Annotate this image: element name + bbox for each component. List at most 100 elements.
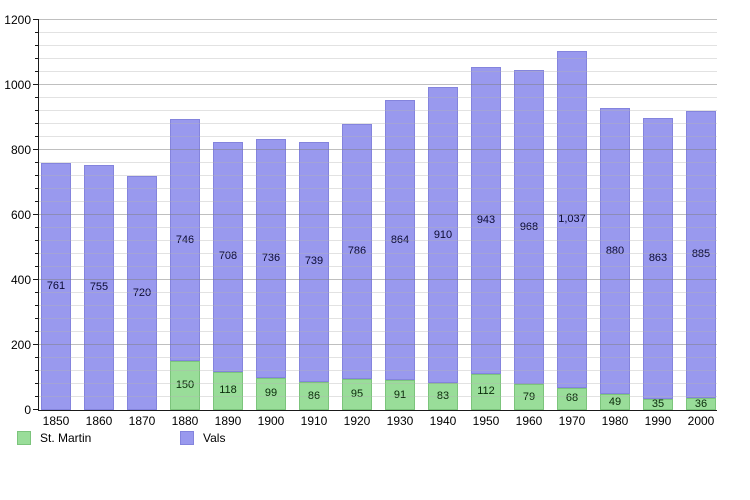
bar-value-label: 86 — [307, 389, 321, 402]
bar-segment-vals-2000: 885 — [686, 110, 716, 399]
x-axis-label-1900: 1900 — [257, 414, 285, 428]
bar-value-label: 91 — [393, 388, 407, 401]
x-axis-label-1980: 1980 — [601, 414, 629, 428]
bar-value-label: 68 — [565, 392, 579, 405]
minor-gridline — [39, 97, 717, 98]
minor-gridline — [39, 45, 717, 46]
bar-value-label: 910 — [433, 228, 453, 241]
bar-value-label: 761 — [46, 279, 66, 292]
minor-tick — [35, 266, 39, 267]
bar-value-label: 739 — [304, 255, 324, 268]
minor-gridline — [39, 71, 717, 72]
minor-tick — [35, 305, 39, 306]
bar-segment-st-martin-1930: 91 — [385, 380, 415, 410]
y-axis-line — [38, 20, 39, 410]
bar-value-label: 755 — [89, 280, 109, 293]
bar-segment-st-martin-1880: 150 — [170, 361, 200, 410]
bar-segment-st-martin-1920: 95 — [342, 379, 372, 410]
major-tick — [33, 19, 39, 20]
bar-value-label: 118 — [219, 384, 237, 397]
bar-segment-st-martin-1960: 79 — [514, 384, 544, 410]
bar-value-label: 36 — [694, 397, 708, 410]
bar-segment-st-martin-1890: 118 — [213, 371, 243, 410]
minor-tick — [35, 227, 39, 228]
bar-segment-vals-1870: 720 — [127, 176, 157, 410]
bar-segment-st-martin-1910: 86 — [299, 382, 329, 410]
minor-tick — [35, 71, 39, 72]
minor-tick — [35, 396, 39, 397]
y-axis-label: 200 — [10, 338, 31, 352]
bar-value-label: 746 — [175, 233, 195, 246]
minor-tick — [35, 97, 39, 98]
x-axis-label-1940: 1940 — [429, 414, 457, 428]
x-axis-label-1990: 1990 — [644, 414, 672, 428]
y-axis-label: 400 — [10, 273, 31, 287]
minor-gridline — [39, 32, 717, 33]
bar-value-label: 864 — [390, 233, 410, 246]
x-axis-label-1880: 1880 — [171, 414, 199, 428]
bar-value-label: 943 — [476, 213, 496, 226]
minor-tick — [35, 318, 39, 319]
bar-value-label: 880 — [605, 244, 625, 257]
bar-value-label: 83 — [436, 390, 450, 403]
bar-value-label: 150 — [175, 379, 195, 392]
bar-segment-vals-1970: 1,037 — [557, 50, 587, 388]
bar-value-label: 885 — [691, 248, 711, 260]
x-axis-label-1860: 1860 — [85, 414, 113, 428]
x-axis-label-1850: 1850 — [42, 414, 70, 428]
bar-value-label: 99 — [264, 387, 278, 400]
minor-tick — [35, 383, 39, 384]
bar-segment-vals-1990: 863 — [643, 118, 673, 399]
bar-segment-st-martin-1980: 49 — [600, 394, 630, 410]
bar-segment-vals-1880: 746 — [170, 118, 200, 362]
bar-segment-vals-1950: 943 — [471, 67, 501, 374]
bar-segment-st-martin-1950: 112 — [471, 373, 501, 410]
minor-tick — [35, 188, 39, 189]
bar-segment-vals-1930: 864 — [385, 99, 415, 381]
bar-value-label: 79 — [522, 390, 536, 403]
y-axis-label: 600 — [10, 208, 31, 222]
plot-area: 761 755 720 150 746 118 708 99 736 86 739 95 786 91 86… — [33, 19, 717, 411]
major-tick — [33, 84, 39, 85]
bar-segment-vals-1860: 755 — [84, 164, 114, 410]
bar-segment-vals-1980: 880 — [600, 108, 630, 395]
bar-value-label: 968 — [519, 220, 539, 233]
bar-value-label: 863 — [648, 251, 668, 264]
major-tick — [33, 279, 39, 280]
bar-segment-vals-1910: 739 — [299, 141, 329, 383]
minor-tick — [35, 331, 39, 332]
major-tick — [33, 409, 39, 410]
major-gridline — [39, 84, 717, 85]
minor-tick — [35, 32, 39, 33]
bar-value-label: 1,037 — [558, 212, 586, 225]
x-axis-label-1970: 1970 — [558, 414, 586, 428]
y-axis-label: 800 — [10, 143, 31, 157]
legend-label-st-martin: St. Martin — [40, 431, 92, 445]
minor-tick — [35, 370, 39, 371]
bar-segment-st-martin-2000: 36 — [686, 398, 716, 410]
bar-segment-st-martin-1940: 83 — [428, 383, 458, 410]
bar-segment-st-martin-1900: 99 — [256, 377, 286, 410]
minor-tick — [35, 45, 39, 46]
bar-value-label: 736 — [261, 251, 281, 264]
bar-segment-st-martin-1990: 35 — [643, 397, 673, 410]
legend-label-vals: Vals — [203, 431, 226, 445]
bar-segment-vals-1920: 786 — [342, 123, 372, 380]
bar-segment-vals-1850: 761 — [41, 162, 71, 410]
x-axis-label-1870: 1870 — [128, 414, 156, 428]
x-axis-label-2000: 2000 — [687, 414, 715, 428]
x-axis-label-1960: 1960 — [515, 414, 543, 428]
bar-value-label: 112 — [477, 385, 495, 398]
minor-tick — [35, 123, 39, 124]
major-tick — [33, 149, 39, 150]
minor-tick — [35, 201, 39, 202]
bar-segment-vals-1960: 968 — [514, 69, 544, 385]
minor-tick — [35, 253, 39, 254]
x-axis-label-1930: 1930 — [386, 414, 414, 428]
x-axis-line — [38, 410, 717, 411]
major-tick — [33, 214, 39, 215]
bar-segment-vals-1900: 736 — [256, 138, 286, 378]
bar-value-label: 35 — [651, 397, 665, 410]
bar-segment-vals-1890: 708 — [213, 141, 243, 372]
